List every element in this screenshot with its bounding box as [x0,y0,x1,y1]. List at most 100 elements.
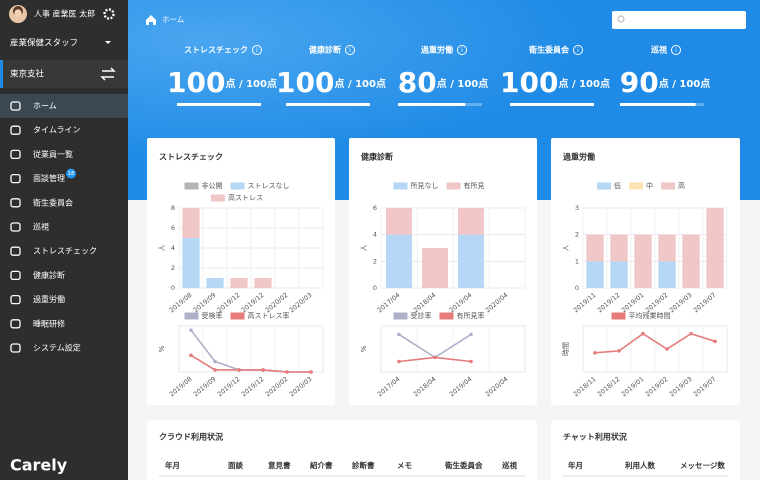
bar [658,234,676,262]
line-point [665,347,669,351]
y-axis-label: 時間 [562,342,570,356]
menu-item[interactable]: 健康診断 [33,270,65,280]
line-point [713,339,717,344]
legend-swatch [184,312,199,320]
score-text: 100点 / 100点 [500,66,610,99]
bar [706,208,724,288]
score-value: 100 [167,66,225,99]
bar [610,261,628,288]
legend-swatch [439,312,454,320]
menu-item[interactable]: タイムライン [33,126,80,135]
score-max-unit: 点 [267,77,277,90]
legend-swatch [230,182,245,190]
role-select[interactable]: 産業保健スタッフ [10,38,78,49]
switch-icon[interactable] [100,67,116,81]
line-point [261,368,265,372]
score-max: 100 [579,79,600,90]
score-max: 100 [355,79,376,90]
menu-icon [10,319,21,329]
menu-icon [10,149,21,160]
legend-label: 中 [646,181,653,190]
y-tick-label: 4 [373,231,377,239]
legend-swatch [211,194,225,202]
bar [634,234,652,288]
card [147,420,537,480]
avatar-face [14,9,22,17]
legend-swatch [629,182,643,190]
y-tick-label: 0 [373,284,377,292]
menu-item[interactable]: 睡眠研修 [33,318,65,328]
menu-item[interactable]: ストレスチェック [33,247,97,256]
card-title: 過重労働 [562,152,595,162]
search-box[interactable] [612,11,746,29]
y-tick-label: 1 [575,257,579,265]
bar [182,208,200,238]
score-bar [620,103,696,106]
line-point [469,359,473,364]
menu-item[interactable]: ホーム [33,102,57,111]
info-icon [457,45,467,55]
bar [586,234,604,262]
legend-label: 所見なし [411,181,439,190]
score-value: 100 [500,66,558,99]
bar [682,234,700,288]
menu-active [0,94,128,118]
menu-item[interactable]: 巡視 [33,222,49,232]
info-icon [252,45,262,55]
legend-swatch [230,312,245,320]
info-icon [573,45,583,55]
branch-marker [0,60,3,88]
score-unit: 点 / [558,77,579,90]
menu-item[interactable]: 過重労働 [33,294,65,304]
info-icon [345,45,355,55]
y-tick-label: 6 [373,204,377,212]
settings-icon[interactable] [103,8,115,20]
y-tick-label: 6 [171,224,175,232]
y-axis-label: 人 [562,245,570,252]
table-header: 意見書 [268,460,291,470]
menu-icon [10,173,21,184]
legend-label: ストレスなし [248,182,290,190]
bar [386,234,412,288]
y-tick-label: 4 [171,244,175,252]
table-header: 紹介書 [310,460,333,470]
y-tick-label: 2 [373,257,377,265]
score-bar [510,103,594,106]
menu-icon [10,125,21,135]
legend-swatch [597,182,611,190]
score-label: 過重労働 [420,45,453,55]
line-point [213,359,217,364]
line [594,332,716,354]
menu-item[interactable]: システム設定 [33,343,81,353]
line-point [689,331,693,336]
info-i: i [675,47,677,54]
score-unit: 点 / [334,77,355,90]
bar [610,234,628,262]
info-i: i [577,47,579,54]
search-icon [617,15,625,23]
y-tick-label: 2 [575,231,579,239]
menu-icon [10,294,21,305]
branch-name: 東京支社 [10,69,45,80]
table-header: 衛生委員会 [444,460,483,470]
legend-label: 有所見 [464,181,485,190]
branch-row[interactable] [0,60,128,88]
breadcrumb: ホーム [162,15,184,24]
line-point [237,368,241,372]
line-point [433,355,437,360]
bar [658,261,676,288]
menu-item[interactable]: 面談管理 [33,173,65,183]
score-unit: 点 / [437,77,458,90]
score-text: 80点 / 100点 [398,66,488,99]
info-icon [671,45,681,55]
menu-item[interactable]: 衛生委員会 [33,197,73,207]
menu-icon [10,270,21,281]
legend-swatch [446,182,461,190]
legend-label: 受診率 [411,311,432,320]
line-point [213,368,217,372]
legend-swatch [184,182,199,190]
score-unit: 点 / [659,77,680,90]
menu-item[interactable]: 従業員一覧 [33,149,73,159]
line-point [617,349,621,353]
score-max-unit: 点 [600,77,610,90]
